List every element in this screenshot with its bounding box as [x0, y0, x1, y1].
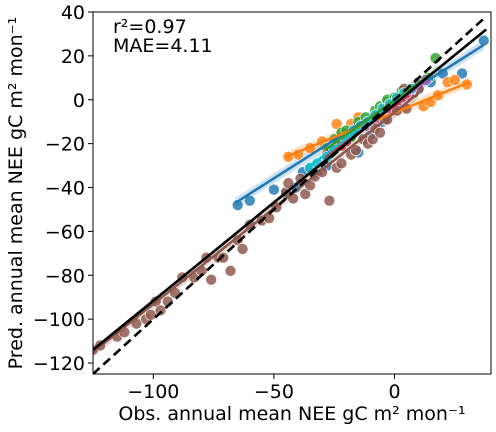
x-tick-label: −50 [254, 381, 294, 403]
y-tick-label: −100 [33, 309, 85, 331]
data-point [478, 35, 489, 46]
y-tick-label: −20 [45, 134, 85, 156]
data-point [336, 158, 347, 169]
x-axis-ticks: −100 −50 0 [127, 374, 400, 403]
y-tick-label: 0 [73, 90, 85, 112]
y-tick-label: −120 [33, 353, 85, 375]
y-tick-label: −40 [45, 178, 85, 200]
data-point [449, 75, 460, 86]
series-fit-line [93, 93, 419, 352]
data-point [206, 274, 217, 285]
data-point [324, 195, 335, 206]
data-point [375, 127, 386, 138]
one-to-one-line [93, 16, 486, 374]
plot-area [88, 16, 490, 374]
overall-fit-line [93, 30, 486, 350]
y-tick-label: −60 [45, 221, 85, 243]
y-tick-label: 40 [61, 2, 85, 24]
y-axis-label: Pred. annual mean NEE gC m² mon⁻¹ [5, 17, 27, 370]
data-point [225, 265, 236, 276]
x-tick-label: −100 [127, 381, 179, 403]
y-axis-ticks: −120 −100 −80 −60 −40 −20 0 20 40 [33, 2, 93, 375]
y-tick-label: 20 [61, 46, 85, 68]
data-point [237, 243, 248, 254]
x-axis-label: Obs. annual mean NEE gC m² mon⁻¹ [118, 403, 465, 425]
data-point [145, 309, 156, 320]
data-point [268, 184, 279, 195]
y-tick-label: −80 [45, 265, 85, 287]
x-tick-label: 0 [388, 381, 400, 403]
mae-annotation: MAE=4.11 [113, 35, 213, 57]
